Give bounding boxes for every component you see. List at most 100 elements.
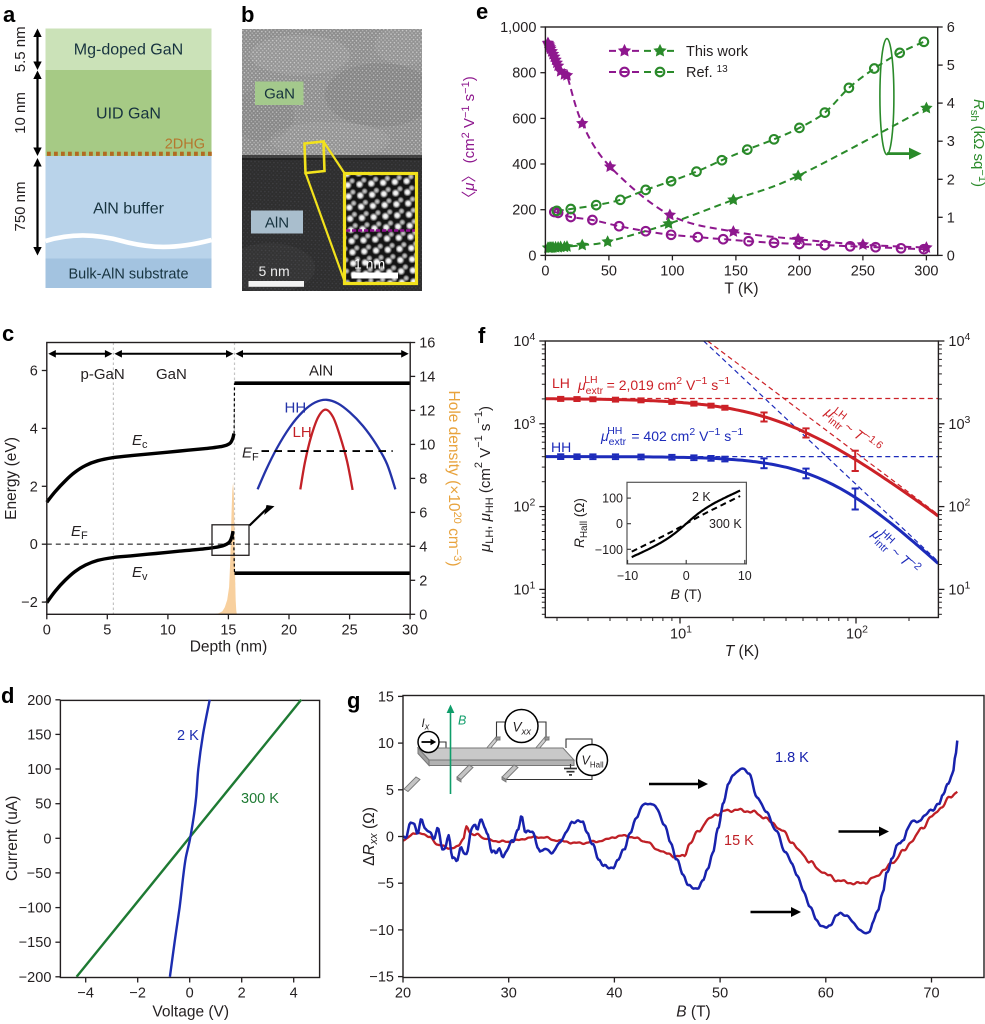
svg-text:Voltage (V): Voltage (V) [152,1004,229,1021]
svg-text:400: 400 [512,157,536,173]
svg-text:2 K: 2 K [177,728,199,744]
svg-text:T (K): T (K) [724,281,758,298]
svg-text:6: 6 [419,505,427,521]
svg-text:6: 6 [947,20,955,36]
svg-text:300 K: 300 K [241,791,279,807]
svg-text:−5: −5 [377,876,394,892]
svg-text:200: 200 [787,263,811,279]
svg-text:2: 2 [419,573,427,589]
svg-text:T (K): T (K) [725,643,759,660]
svg-text:Vxx: Vxx [513,720,533,738]
svg-text:16: 16 [419,336,435,352]
svg-text:Depth (nm): Depth (nm) [190,639,268,656]
svg-text:HH: HH [551,439,571,455]
svg-text:3: 3 [947,134,955,150]
svg-text:This work: This work [686,44,749,60]
svg-text:Mg-doped GaN: Mg-doped GaN [74,42,183,59]
svg-text:Hole density (×1020 cm−3): Hole density (×1020 cm−3) [445,391,463,567]
svg-text:150: 150 [27,727,51,743]
svg-text:1: 1 [947,210,955,226]
svg-text:15: 15 [378,689,394,705]
svg-text:LH: LH [552,375,570,391]
svg-text:0: 0 [683,569,690,583]
svg-text:5 nm: 5 nm [259,263,290,279]
svg-text:0: 0 [616,517,623,531]
svg-text:2DHG: 2DHG [165,137,205,153]
svg-text:VHall: VHall [582,754,604,770]
svg-text:p-GaN: p-GaN [81,366,125,383]
svg-text:2: 2 [238,986,246,1002]
svg-text:EF: EF [242,445,259,464]
svg-text:800: 800 [512,66,536,82]
svg-text:UID GaN: UID GaN [96,106,161,123]
svg-text:0: 0 [528,248,536,264]
svg-text:−10: −10 [369,923,394,939]
svg-text:200: 200 [27,693,51,709]
svg-text:Energy (eV): Energy (eV) [3,437,20,520]
svg-text:μLH, μHH (cm2 V−1 s−1): μLH, μHH (cm2 V−1 s−1) [473,406,496,553]
svg-text:60: 60 [818,986,834,1002]
svg-text:300 K: 300 K [709,517,742,531]
svg-text:4: 4 [419,539,427,555]
svg-text:−2: −2 [21,595,38,611]
svg-text:5: 5 [947,58,955,74]
svg-text:300: 300 [914,263,938,279]
svg-text:−200: −200 [19,970,52,986]
svg-text:10: 10 [378,736,394,752]
svg-text:B (T): B (T) [671,586,702,602]
svg-text:Current (uA): Current (uA) [4,796,21,881]
svg-text:100: 100 [602,492,623,506]
svg-text:d: d [1,683,14,708]
svg-text:5.5 nm: 5.5 nm [12,26,29,72]
svg-text:2: 2 [30,479,38,495]
svg-text:AlN buffer: AlN buffer [93,201,165,218]
svg-text:200: 200 [512,203,536,219]
svg-text:−4: −4 [77,986,94,1002]
svg-text:ΔRxx (Ω): ΔRxx (Ω) [361,807,380,866]
svg-text:a: a [3,2,16,27]
svg-text:GaN: GaN [156,366,187,383]
svg-text:4: 4 [290,986,298,1002]
svg-text:20: 20 [281,622,297,638]
svg-text:Ec: Ec [132,432,148,451]
svg-text:0: 0 [419,607,427,623]
svg-text:−100: −100 [595,543,623,557]
svg-text:40: 40 [606,986,622,1002]
svg-text:2 K: 2 K [692,490,711,504]
svg-text:Rsh (kΩ sq−1): Rsh (kΩ sq−1) [968,99,985,187]
svg-text:c: c [2,321,14,346]
svg-text:g: g [347,688,360,713]
svg-text:4: 4 [947,96,955,112]
svg-text:30: 30 [402,622,418,638]
svg-text:0: 0 [386,830,394,846]
svg-text:2: 2 [947,172,955,188]
svg-text:1 nm: 1 nm [354,256,385,272]
svg-text:20: 20 [395,986,411,1002]
svg-text:e: e [476,0,488,24]
svg-text:5: 5 [386,783,394,799]
svg-text:Ix: Ix [422,718,430,732]
svg-text:10: 10 [738,569,752,583]
svg-text:RHall (Ω): RHall (Ω) [572,498,590,548]
svg-text:70: 70 [923,986,939,1002]
svg-text:50: 50 [35,797,51,813]
svg-text:4: 4 [30,421,38,437]
svg-text:0: 0 [541,263,549,279]
svg-text:−150: −150 [19,935,52,951]
svg-text:10: 10 [160,622,176,638]
svg-text:−10: −10 [617,569,638,583]
svg-text:μextrLH= 2,019 cm2 V−1 s−1: μextrLH = 2,019 cm2 V−1 s−1 [577,374,730,397]
svg-text:AlN: AlN [265,215,289,232]
svg-text:100: 100 [27,762,51,778]
svg-text:0: 0 [947,248,955,264]
svg-text:600: 600 [512,111,536,127]
svg-text:−100: −100 [19,901,52,917]
svg-text:−15: −15 [369,970,394,986]
svg-text:0: 0 [186,986,194,1002]
svg-text:Bulk-AlN substrate: Bulk-AlN substrate [68,267,188,283]
svg-text:b: b [241,2,254,27]
svg-text:1,000: 1,000 [500,20,536,36]
svg-text:f: f [478,323,486,348]
svg-text:50: 50 [712,986,728,1002]
svg-text:LH: LH [293,424,312,441]
